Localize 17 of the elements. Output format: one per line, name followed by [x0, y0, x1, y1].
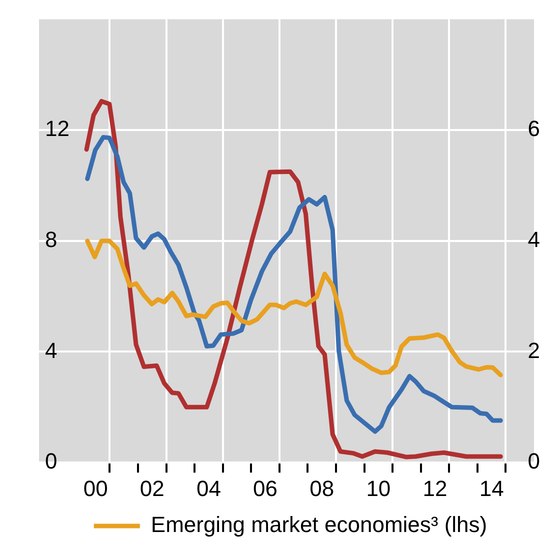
- x-tick-label: 06: [253, 476, 278, 501]
- x-tick-label: 08: [310, 476, 334, 501]
- x-tick-label: 14: [479, 476, 504, 501]
- x-tick-label: 12: [422, 476, 448, 501]
- y2-tick-label: 0: [528, 448, 540, 474]
- y-tick-label: 0: [45, 448, 58, 474]
- x-tick-label: 04: [196, 476, 221, 501]
- x-tick-label: 00: [83, 476, 108, 501]
- legend-label: Emerging market economies³ (lhs): [150, 512, 488, 538]
- x-tick-label: 02: [140, 476, 164, 501]
- y-tick-label: 4: [45, 338, 58, 363]
- y2-tick-label: 4: [528, 226, 540, 252]
- y-tick-label: 12: [45, 116, 70, 142]
- y2-tick-label: 2: [528, 338, 540, 363]
- x-tick-label: 10: [366, 476, 391, 501]
- y-tick-label: 8: [45, 226, 58, 252]
- y2-tick-label: 6: [528, 116, 540, 142]
